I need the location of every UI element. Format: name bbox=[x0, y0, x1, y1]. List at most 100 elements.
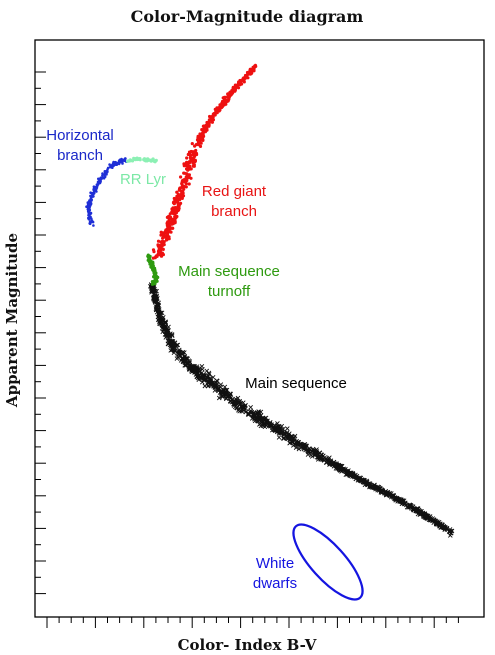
main-sequence-point bbox=[159, 322, 165, 327]
main-sequence-point bbox=[218, 388, 224, 393]
main-sequence-point bbox=[310, 446, 316, 452]
main-sequence-point bbox=[287, 436, 293, 441]
red-giant-branch-point bbox=[250, 71, 254, 75]
main-sequence-point bbox=[236, 399, 241, 405]
main-sequence-point bbox=[375, 484, 381, 490]
main-sequence-point bbox=[344, 468, 350, 474]
main-sequence-point bbox=[442, 525, 448, 531]
main-sequence-point bbox=[328, 460, 333, 466]
horizontal-branch-point bbox=[87, 208, 91, 211]
red-giant-branch-label: Red giant branch bbox=[202, 183, 267, 220]
horizontal-branch-point bbox=[98, 181, 102, 185]
main-sequence-point bbox=[302, 443, 308, 449]
red-giant-branch-point bbox=[187, 182, 191, 186]
red-giant-branch-point bbox=[252, 68, 256, 72]
main-sequence-point bbox=[370, 485, 375, 491]
main-sequence-point bbox=[313, 452, 318, 458]
main-sequence-point bbox=[195, 375, 201, 381]
main-sequence-point bbox=[301, 446, 307, 452]
red-giant-branch-point bbox=[221, 100, 225, 104]
main-sequence-point bbox=[150, 286, 156, 292]
red-giant-branch-point bbox=[224, 100, 228, 104]
main-sequence-point bbox=[234, 399, 240, 405]
red-giant-branch-point bbox=[200, 137, 204, 141]
main-sequence-point bbox=[284, 430, 290, 435]
main-sequence-point bbox=[332, 461, 338, 467]
main-sequence-point bbox=[223, 396, 229, 402]
red-giant-branch-point bbox=[210, 118, 214, 122]
main-sequence-point bbox=[206, 371, 212, 377]
red-giant-branch-point bbox=[185, 156, 189, 160]
main-sequence-point bbox=[159, 316, 165, 321]
horizontal-branch-point bbox=[90, 198, 93, 202]
red-giant-branch-point bbox=[167, 226, 171, 230]
main-sequence-point bbox=[152, 286, 157, 292]
red-giant-branch-point bbox=[239, 81, 243, 85]
red-giant-branch-point bbox=[233, 88, 237, 92]
horizontal-branch-point bbox=[91, 220, 95, 224]
main-sequence-point bbox=[185, 362, 190, 367]
red-giant-branch-point bbox=[184, 185, 188, 189]
main-sequence-point bbox=[294, 438, 299, 444]
main-sequence-point bbox=[248, 405, 253, 410]
red-giant-branch-point bbox=[180, 184, 184, 188]
red-giant-branch-point bbox=[175, 199, 179, 203]
red-giant-branch-point bbox=[177, 203, 181, 207]
red-giant-branch-point bbox=[166, 236, 170, 240]
red-giant-branch-point bbox=[161, 247, 165, 251]
main-sequence-point bbox=[424, 513, 430, 519]
main-sequence-point bbox=[318, 455, 324, 461]
main-sequence-point bbox=[181, 350, 187, 355]
main-sequence-point bbox=[284, 433, 289, 439]
horizontal-branch-point bbox=[108, 163, 111, 166]
red-giant-branch-point bbox=[197, 140, 201, 144]
red-giant-branch-point bbox=[188, 153, 193, 158]
red-giant-branch-point bbox=[204, 123, 208, 127]
horizontal-branch-point bbox=[90, 217, 93, 220]
main-sequence-turnoff-point bbox=[150, 263, 154, 267]
main-sequence-point bbox=[361, 479, 366, 485]
horizontal-branch-point bbox=[101, 175, 105, 179]
main-sequence-point bbox=[160, 329, 166, 335]
main-sequence-point bbox=[348, 472, 353, 478]
main-sequence-point bbox=[314, 447, 319, 452]
rr-lyr-label: RR Lyr bbox=[120, 171, 166, 188]
horizontal-branch-point bbox=[101, 172, 104, 175]
horizontal-branch-point bbox=[92, 192, 96, 195]
main-sequence-point bbox=[272, 422, 277, 428]
red-giant-branch-point bbox=[174, 210, 178, 215]
main-sequence-point bbox=[358, 478, 364, 484]
main-sequence-point bbox=[278, 431, 284, 436]
main-sequence-point bbox=[189, 369, 195, 375]
red-giant-branch-point bbox=[190, 142, 194, 146]
red-giant-branch-point bbox=[159, 250, 163, 254]
main-sequence-point bbox=[218, 382, 224, 387]
main-sequence-point bbox=[427, 514, 432, 520]
red-giant-branch-point bbox=[182, 179, 186, 183]
red-giant-branch-point bbox=[168, 215, 173, 219]
rr-lyr-point bbox=[146, 157, 150, 161]
main-sequence-point bbox=[214, 380, 219, 386]
main-sequence-point bbox=[366, 481, 371, 486]
red-giant-branch-point bbox=[222, 95, 227, 99]
main-sequence-point bbox=[156, 309, 162, 315]
horizontal-branch-point bbox=[91, 195, 95, 198]
main-sequence-point bbox=[166, 324, 171, 330]
red-giant-branch-point bbox=[165, 215, 169, 219]
horizontal-branch-point bbox=[89, 194, 92, 198]
red-giant-branch-point bbox=[177, 208, 181, 212]
main-sequence-point bbox=[284, 426, 290, 431]
main-sequence-point bbox=[200, 367, 205, 372]
red-giant-branch-point bbox=[211, 112, 215, 116]
main-sequence-point bbox=[258, 423, 264, 429]
red-giant-branch-point bbox=[174, 208, 178, 212]
red-giant-branch-point bbox=[167, 229, 171, 233]
main-sequence-point bbox=[293, 445, 299, 450]
main-sequence-point bbox=[172, 348, 177, 354]
main-sequence-point bbox=[189, 363, 194, 369]
red-giant-branch-point bbox=[213, 107, 217, 111]
main-sequence-point bbox=[262, 421, 268, 427]
red-giant-branch-point bbox=[172, 200, 176, 204]
main-sequence-point bbox=[431, 520, 437, 526]
